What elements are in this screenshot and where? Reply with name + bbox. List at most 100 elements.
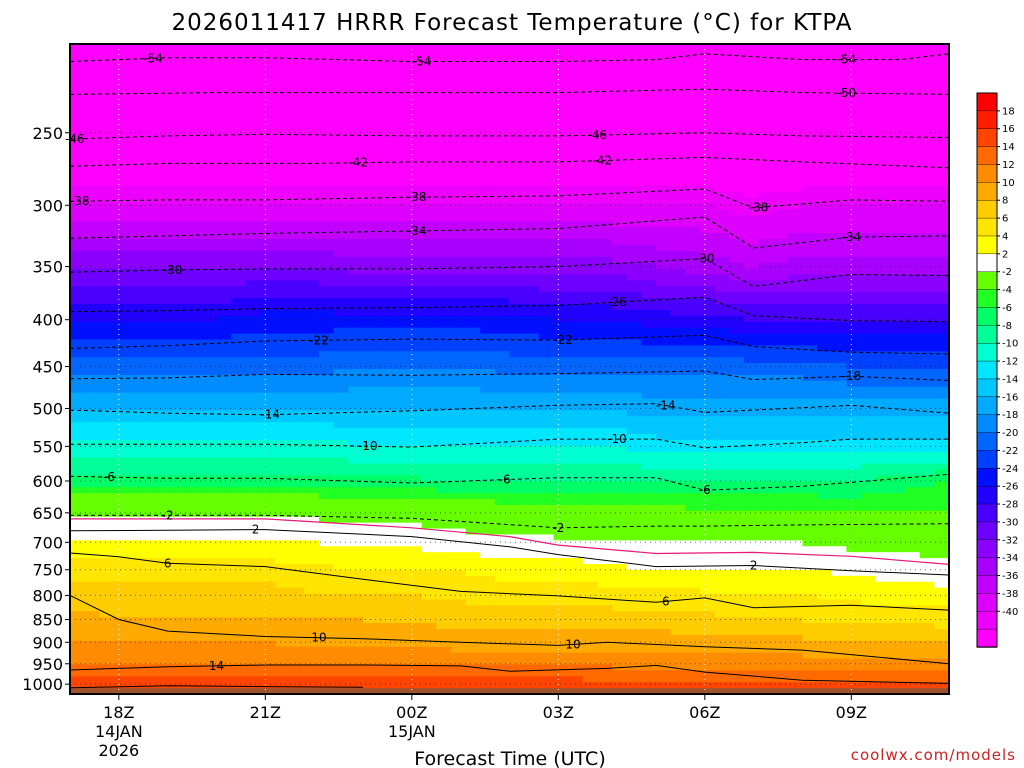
temperature-cell	[538, 67, 555, 75]
temperature-cell	[260, 333, 276, 341]
temperature-cell	[421, 481, 437, 488]
temperature-cell	[406, 227, 423, 234]
temperature-cell	[172, 49, 188, 57]
temperature-cell	[670, 91, 686, 98]
temperature-cell	[216, 286, 232, 293]
temperature-cell	[348, 126, 364, 134]
temperature-cell	[377, 599, 393, 606]
temperature-cell	[656, 345, 672, 352]
temperature-cell	[392, 439, 408, 447]
temperature-cell	[509, 49, 525, 57]
temperature-cell	[363, 221, 379, 228]
temperature-cell	[568, 315, 584, 323]
temperature-cell	[363, 126, 379, 134]
temperature-cell	[641, 575, 657, 583]
temperature-cell	[84, 434, 100, 441]
temperature-cell	[450, 262, 467, 270]
temperature-cell	[289, 463, 305, 471]
temperature-cell	[260, 197, 276, 205]
temperature-cell	[480, 97, 496, 104]
temperature-cell	[363, 428, 379, 435]
temperature-cell	[670, 191, 686, 199]
temperature-cell	[421, 103, 437, 110]
temperature-cell	[641, 233, 657, 240]
temperature-cell	[260, 239, 276, 246]
temperature-cell	[289, 369, 305, 376]
temperature-cell	[201, 640, 218, 648]
temperature-cell	[421, 185, 437, 193]
temperature-cell	[304, 369, 320, 376]
temperature-cell	[348, 179, 364, 187]
temperature-cell	[84, 404, 100, 411]
temperature-cell	[538, 363, 555, 370]
temperature-cell	[626, 404, 642, 411]
temperature-cell	[582, 179, 598, 187]
temperature-cell	[304, 540, 320, 547]
temperature-cell	[553, 61, 569, 69]
temperature-cell	[319, 434, 335, 441]
temperature-cell	[480, 410, 496, 417]
temperature-cell	[406, 386, 423, 394]
temperature-cell	[406, 558, 423, 565]
temperature-cell	[348, 67, 364, 75]
temperature-cell	[172, 244, 188, 252]
temperature-cell	[289, 510, 305, 518]
temperature-cell	[509, 510, 525, 518]
temperature-cell	[187, 215, 203, 222]
temperature-cell	[187, 581, 203, 589]
temperature-cell	[231, 434, 247, 441]
temperature-cell	[70, 629, 86, 636]
temperature-cell	[480, 558, 496, 565]
temperature-cell	[729, 97, 745, 104]
temperature-cell	[406, 587, 423, 595]
temperature-cell	[172, 487, 188, 494]
temperature-cell	[656, 540, 672, 547]
temperature-cell	[201, 658, 218, 666]
temperature-cell	[436, 91, 452, 98]
temperature-cell	[714, 422, 730, 429]
temperature-cell	[363, 191, 379, 199]
temperature-cell	[494, 233, 511, 240]
temperature-cell	[84, 363, 100, 370]
temperature-cell	[113, 611, 130, 618]
temperature-cell	[553, 528, 569, 536]
temperature-cell	[553, 392, 569, 400]
temperature-cell	[363, 227, 379, 234]
temperature-cell	[187, 558, 203, 565]
temperature-cell	[568, 499, 584, 506]
temperature-cell	[245, 510, 262, 518]
temperature-cell	[377, 120, 393, 128]
temperature-cell	[626, 298, 642, 305]
temperature-cell	[612, 640, 628, 648]
temperature-cell	[260, 428, 276, 435]
temperature-cell	[201, 593, 218, 601]
temperature-cell	[656, 522, 672, 530]
temperature-cell	[612, 227, 628, 234]
temperature-cell	[406, 203, 423, 211]
temperature-cell	[553, 428, 569, 435]
temperature-cell	[538, 209, 555, 216]
temperature-cell	[641, 67, 657, 75]
temperature-cell	[275, 363, 291, 370]
temperature-cell	[480, 369, 496, 376]
temperature-cell	[333, 569, 349, 577]
temperature-cell	[465, 410, 481, 417]
temperature-cell	[421, 209, 437, 216]
temperature-cell	[319, 191, 335, 199]
temperature-cell	[113, 168, 130, 175]
temperature-cell	[392, 634, 408, 642]
temperature-cell	[597, 286, 613, 293]
temperature-cell	[245, 345, 262, 352]
temperature-cell	[377, 268, 393, 276]
temperature-cell	[84, 528, 100, 536]
temperature-cell	[128, 676, 144, 683]
temperature-cell	[377, 233, 393, 240]
temperature-cell	[143, 392, 159, 400]
temperature-cell	[260, 286, 276, 293]
temperature-cell	[670, 227, 686, 234]
temperature-cell	[568, 457, 584, 465]
temperature-cell	[348, 439, 364, 447]
temperature-cell	[538, 168, 555, 175]
temperature-cell	[348, 138, 364, 146]
temperature-cell	[699, 79, 716, 86]
